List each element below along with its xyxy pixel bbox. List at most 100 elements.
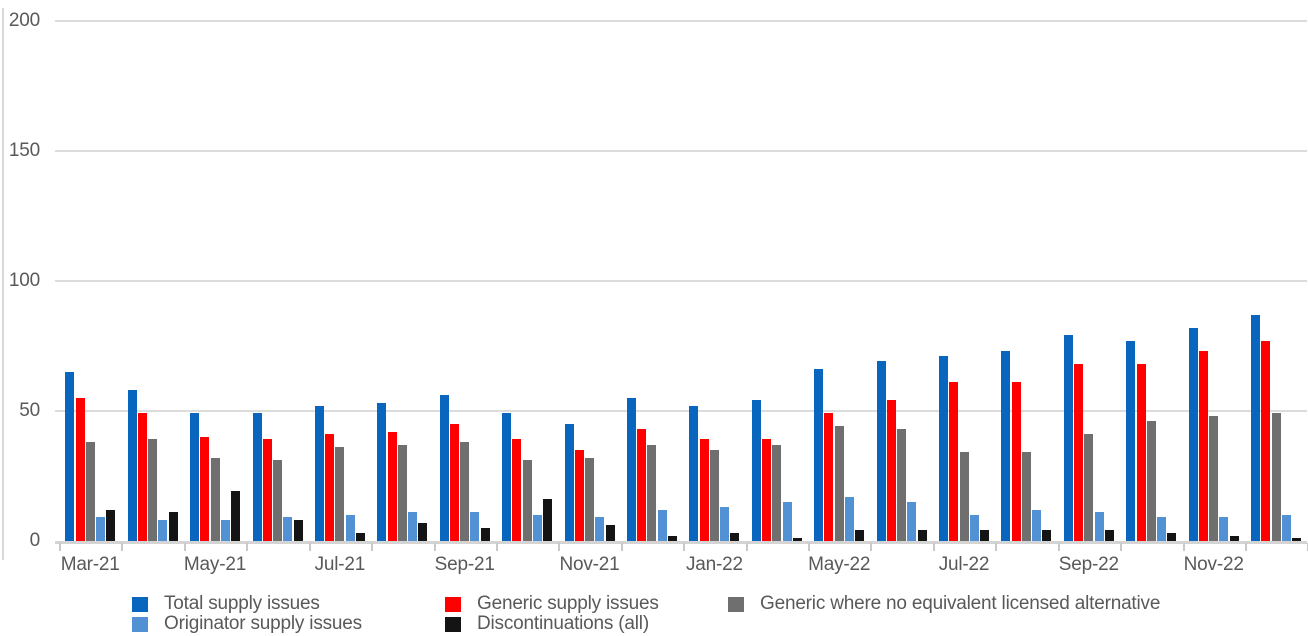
bar-generic-where-no-equivalent-licensed-alternative [1146, 421, 1156, 541]
x-axis-label: May-21 [183, 554, 247, 575]
bar-generic-where-no-equivalent-licensed-alternative [273, 460, 282, 541]
bar-discontinuations-all [543, 499, 553, 541]
bar-originator-supply-issues [96, 517, 105, 541]
bar-discontinuations-all [168, 512, 178, 541]
bar-total-supply-issues [502, 413, 512, 541]
bar-total-supply-issues [1001, 351, 1011, 541]
legend-label: Total supply issues [164, 593, 320, 614]
bar-originator-supply-issues [907, 501, 917, 541]
y-axis-label: 200 [8, 9, 40, 31]
bar-discontinuations-all [980, 530, 989, 541]
x-axis-tick [745, 542, 748, 551]
bar-discontinuations-all [480, 527, 490, 541]
bar-originator-supply-issues [1281, 514, 1291, 541]
x-axis-tick [495, 542, 498, 551]
bar-generic-where-no-equivalent-licensed-alternative [772, 444, 782, 541]
bar-generic-supply-issues [1261, 340, 1271, 541]
x-axis-tick [371, 542, 374, 551]
bar-discontinuations-all [1229, 535, 1239, 541]
x-axis-label: Jan-22 [685, 554, 743, 575]
y-axis-label: 50 [19, 399, 40, 421]
legend-item: Total supply issues [132, 593, 320, 614]
x-axis-tick [1182, 542, 1185, 551]
gridline [55, 409, 1308, 412]
x-axis-tick [620, 542, 623, 551]
x-axis-tick [308, 542, 311, 551]
legend-swatch-0 [132, 596, 148, 612]
legend-label: Discontinuations (all) [477, 613, 649, 634]
bar-generic-where-no-equivalent-licensed-alternative [1271, 413, 1281, 541]
bar-generic-supply-issues [137, 413, 147, 541]
bar-total-supply-issues [939, 356, 948, 541]
bar-total-supply-issues [564, 423, 574, 541]
bar-originator-supply-issues [1219, 517, 1229, 541]
legend-swatch-1 [445, 596, 461, 612]
bar-discontinuations-all [917, 530, 927, 541]
bar-originator-supply-issues [969, 514, 979, 541]
y-axis-label: 100 [8, 269, 40, 291]
legend-swatch-3 [132, 616, 148, 632]
bar-discontinuations-all [355, 532, 365, 541]
bar-generic-supply-issues [200, 436, 210, 541]
x-axis-tick [870, 542, 873, 551]
bar-generic-supply-issues [387, 431, 397, 541]
bar-total-supply-issues [1126, 340, 1136, 541]
legend-swatch-4 [445, 616, 461, 632]
bar-total-supply-issues [1251, 314, 1261, 541]
bar-generic-supply-issues [1011, 382, 1021, 541]
x-axis-tick [1057, 542, 1060, 551]
legend-item: Discontinuations (all) [445, 613, 649, 634]
bar-generic-where-no-equivalent-licensed-alternative [335, 447, 345, 541]
bar-generic-supply-issues [1198, 351, 1208, 541]
bar-generic-supply-issues [262, 439, 272, 541]
bar-generic-where-no-equivalent-licensed-alternative [397, 444, 407, 541]
bar-total-supply-issues [626, 397, 636, 541]
gridline [55, 19, 1308, 22]
bar-generic-supply-issues [512, 439, 522, 541]
bar-discontinuations-all [1104, 530, 1114, 541]
bar-generic-supply-issues [574, 449, 584, 541]
legend-item: Generic where no equivalent licensed alt… [728, 593, 1161, 614]
bar-total-supply-issues [751, 400, 761, 541]
bar-total-supply-issues [377, 403, 387, 541]
bar-total-supply-issues [127, 390, 137, 541]
legend-label: Generic where no equivalent licensed alt… [760, 593, 1161, 614]
bar-generic-where-no-equivalent-licensed-alternative [647, 444, 657, 541]
x-axis-tick [558, 542, 561, 551]
x-axis-tick [1120, 542, 1123, 551]
bar-originator-supply-issues [158, 519, 168, 541]
bar-generic-where-no-equivalent-licensed-alternative [460, 441, 470, 541]
x-axis-tick [183, 542, 186, 551]
bar-generic-supply-issues [449, 423, 459, 541]
bar-generic-where-no-equivalent-licensed-alternative [897, 428, 907, 541]
bar-generic-supply-issues [75, 397, 85, 541]
bar-discontinuations-all [792, 538, 802, 541]
bar-generic-where-no-equivalent-licensed-alternative [1084, 434, 1094, 541]
bar-discontinuations-all [1292, 538, 1302, 541]
bar-generic-where-no-equivalent-licensed-alternative [585, 457, 594, 541]
bar-generic-where-no-equivalent-licensed-alternative [148, 439, 158, 541]
bar-discontinuations-all [730, 532, 740, 541]
bar-total-supply-issues [439, 395, 449, 541]
bar-generic-supply-issues [325, 434, 335, 541]
x-axis-tick [932, 542, 935, 551]
bar-originator-supply-issues [720, 506, 730, 541]
bar-generic-supply-issues [699, 439, 709, 541]
x-axis-tick [1244, 542, 1247, 551]
bar-total-supply-issues [814, 369, 824, 541]
bar-originator-supply-issues [470, 512, 480, 541]
bar-generic-supply-issues [824, 413, 834, 541]
bar-total-supply-issues [689, 405, 699, 541]
bar-generic-supply-issues [886, 400, 896, 541]
bar-total-supply-issues [252, 413, 262, 541]
bar-discontinuations-all [605, 525, 615, 541]
bar-total-supply-issues [314, 405, 324, 541]
x-axis-label: Mar-21 [60, 554, 120, 575]
x-axis-label: Jul-22 [938, 554, 990, 575]
x-axis-tick [59, 542, 61, 551]
bar-generic-where-no-equivalent-licensed-alternative [210, 457, 220, 541]
bar-generic-supply-issues [949, 382, 959, 541]
bar-originator-supply-issues [782, 501, 792, 541]
x-axis-tick [246, 542, 249, 551]
